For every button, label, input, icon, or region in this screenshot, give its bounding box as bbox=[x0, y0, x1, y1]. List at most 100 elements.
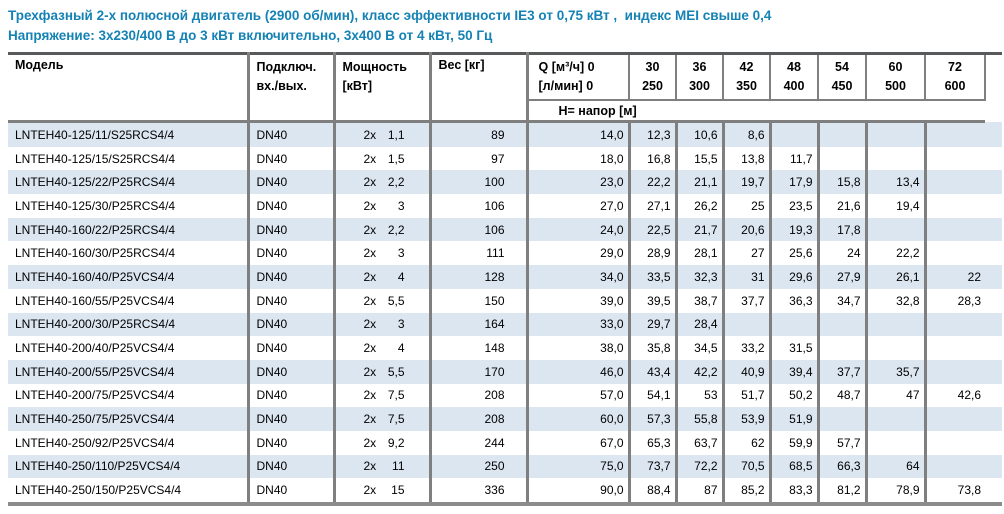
page-title-line-2: Напряжение: 3x230/400 В до 3 кВт включит… bbox=[8, 28, 493, 43]
model-cell: LNTEH40-125/15/S25RCS4/4 bbox=[8, 146, 250, 171]
col-header-trailing-empty bbox=[985, 54, 1002, 122]
head-value-cell bbox=[770, 121, 820, 147]
connection-cell: DN40 bbox=[248, 146, 336, 171]
table-body: LNTEH40-125/11/S25RCS4/4 DN40 2x 1,1 89 14,0 1… bbox=[8, 121, 1002, 504]
head-value-cell: 43,4 bbox=[629, 359, 678, 384]
head-value-cell: 28,4 bbox=[676, 312, 725, 337]
power-prefix: 2x bbox=[363, 175, 377, 190]
head-value-cell: 19,7 bbox=[723, 170, 772, 195]
power-prefix: 2x bbox=[363, 364, 377, 379]
head-q0-cell: 27,0 bbox=[527, 194, 631, 218]
head-value-cell: 20,6 bbox=[723, 217, 772, 242]
col-header-power-line2: [кВт] bbox=[342, 79, 373, 93]
power-prefix: 2x bbox=[363, 222, 377, 237]
col-header-flow-q0: Q [м³/ч] 0 [л/мин] 0 bbox=[527, 53, 630, 100]
head-value-cell: 37,7 bbox=[723, 288, 772, 313]
header-row-head: H= напор [м] bbox=[8, 99, 1002, 123]
head-q0-cell: 46,0 bbox=[527, 359, 631, 384]
head-value-cell: 62 bbox=[723, 430, 772, 455]
head-value-cell: 35,7 bbox=[866, 359, 927, 384]
connection-cell: DN40 bbox=[248, 241, 336, 266]
trailing-empty-cell bbox=[985, 336, 1002, 360]
head-value-cell: 85,2 bbox=[723, 478, 772, 504]
head-value-cell bbox=[866, 121, 927, 147]
col-header-power-line1: Мощность bbox=[342, 60, 407, 74]
connection-cell: DN40 bbox=[248, 478, 336, 504]
weight-cell: 106 bbox=[430, 194, 529, 218]
head-q0-cell: 75,0 bbox=[527, 454, 631, 479]
head-value-cell: 31,5 bbox=[770, 336, 820, 360]
head-value-cell: 40,9 bbox=[723, 359, 772, 384]
power-cell: 2x 1,1 bbox=[334, 121, 432, 147]
power-value: 11 bbox=[392, 459, 405, 474]
weight-cell: 250 bbox=[430, 454, 529, 479]
power-value: 4 bbox=[397, 269, 405, 284]
head-value-cell: 26,1 bbox=[866, 265, 927, 289]
table-row: LNTEH40-250/75/P25VCS4/4 DN40 2x 7,5 208 60,0… bbox=[8, 407, 1002, 431]
model-cell: LNTEH40-160/30/P25RCS4/4 bbox=[8, 241, 250, 266]
head-value-cell: 33,5 bbox=[629, 265, 678, 289]
head-value-cell bbox=[925, 147, 985, 171]
head-value-cell: 42,6 bbox=[957, 388, 981, 403]
connection-cell: DN40 bbox=[248, 430, 336, 455]
power-prefix: 2x bbox=[363, 246, 377, 261]
flow-unit-m3h-label: Q [м³/ч] 0 bbox=[538, 60, 595, 74]
head-value-cell: 23,5 bbox=[770, 194, 820, 218]
table-row: LNTEH40-200/75/P25VCS4/4 DN40 2x 7,5 208 57,0… bbox=[8, 383, 1002, 408]
head-value-cell: 64 bbox=[866, 454, 927, 479]
head-value-cell: 22 bbox=[925, 265, 985, 289]
model-cell: LNTEH40-160/55/P25VCS4/4 bbox=[8, 288, 250, 313]
head-q0-cell: 34,0 bbox=[527, 265, 631, 289]
table-row: LNTEH40-160/55/P25VCS4/4 DN40 2x 5,5 150 39,0… bbox=[8, 288, 1002, 313]
head-value-cell: 34,5 bbox=[676, 336, 725, 360]
col-header-flow-48: 48 400 bbox=[770, 53, 819, 100]
power-value: 1,1 bbox=[387, 127, 405, 142]
table-row: LNTEH40-250/110/P25VCS4/4 DN40 2x 11 250 75,0… bbox=[8, 454, 1002, 479]
head-value-cell bbox=[818, 312, 868, 337]
power-value: 5,5 bbox=[387, 364, 405, 379]
head-value-cell: 48,7 bbox=[818, 383, 868, 408]
connection-cell: DN40 bbox=[248, 359, 336, 384]
head-value-cell: 72,2 bbox=[676, 454, 725, 479]
power-value: 3 bbox=[397, 246, 405, 261]
head-value-cell bbox=[925, 241, 985, 265]
power-value: 2,2 bbox=[387, 222, 405, 237]
table-row: LNTEH40-160/22/P25RCS4/4 DN40 2x 2,2 106 24,0… bbox=[8, 217, 1002, 242]
col-header-flow-42: 42 350 bbox=[723, 53, 771, 100]
head-value-cell: 73,7 bbox=[629, 454, 678, 479]
head-value-cell bbox=[866, 430, 927, 455]
head-value-cell: 27,1 bbox=[629, 194, 678, 218]
head-value-cell: 83,3 bbox=[770, 478, 820, 504]
head-value-cell: 24 bbox=[818, 241, 868, 266]
trailing-empty-cell bbox=[985, 170, 1002, 195]
col-header-flow-30: 30 250 bbox=[629, 53, 677, 100]
power-prefix: 2x bbox=[363, 435, 377, 450]
head-value-cell: 15,5 bbox=[676, 146, 725, 171]
head-value-cell: 32,8 bbox=[866, 288, 927, 313]
head-value-cell: 28,3 bbox=[957, 293, 981, 308]
model-cell: LNTEH40-250/75/P25VCS4/4 bbox=[8, 407, 250, 431]
table-row: LNTEH40-200/55/P25VCS4/4 DN40 2x 5,5 170 46,0… bbox=[8, 359, 1002, 384]
trailing-empty-cell bbox=[985, 147, 1002, 171]
head-value-cell bbox=[925, 217, 985, 242]
power-prefix: 2x bbox=[363, 459, 377, 474]
weight-cell: 150 bbox=[430, 288, 529, 313]
head-value-cell: 25 bbox=[723, 194, 772, 218]
model-cell: LNTEH40-200/55/P25VCS4/4 bbox=[8, 359, 250, 384]
head-q0-cell: 23,0 bbox=[527, 170, 631, 195]
power-cell: 2x 7,5 bbox=[334, 407, 432, 431]
head-value-cell: 87 bbox=[676, 478, 725, 504]
head-value-cell: 31 bbox=[723, 265, 772, 289]
connection-cell: DN40 bbox=[248, 194, 336, 218]
head-value-cell: 70,5 bbox=[723, 454, 772, 479]
head-value-cell bbox=[925, 454, 985, 479]
power-value: 2,2 bbox=[387, 175, 405, 190]
head-value-cell: 15,8 bbox=[818, 170, 868, 195]
head-value-cell: 11,7 bbox=[770, 146, 820, 171]
col-header-connection-line2: вх./вых. bbox=[256, 79, 307, 93]
table-row: LNTEH40-250/150/P25VCS4/4 DN40 2x 15 336 90,0… bbox=[8, 478, 1002, 504]
head-value-cell bbox=[866, 312, 927, 337]
head-value-cell bbox=[866, 146, 927, 171]
power-prefix: 2x bbox=[363, 151, 377, 166]
head-value-cell: 12,3 bbox=[629, 121, 678, 147]
